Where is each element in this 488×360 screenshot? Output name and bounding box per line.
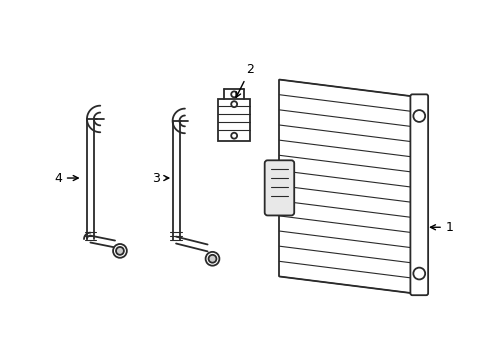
Circle shape <box>208 255 216 263</box>
Circle shape <box>231 133 237 139</box>
FancyBboxPatch shape <box>409 94 427 295</box>
Circle shape <box>412 110 424 122</box>
Text: 3: 3 <box>152 171 168 185</box>
Text: 1: 1 <box>429 221 453 234</box>
Circle shape <box>205 252 219 266</box>
FancyBboxPatch shape <box>264 160 294 215</box>
Circle shape <box>116 247 123 255</box>
Circle shape <box>231 101 237 107</box>
Circle shape <box>231 91 237 97</box>
FancyBboxPatch shape <box>218 99 249 141</box>
Circle shape <box>412 267 424 279</box>
Text: 4: 4 <box>54 171 78 185</box>
Circle shape <box>113 244 126 258</box>
Text: 2: 2 <box>236 63 253 97</box>
